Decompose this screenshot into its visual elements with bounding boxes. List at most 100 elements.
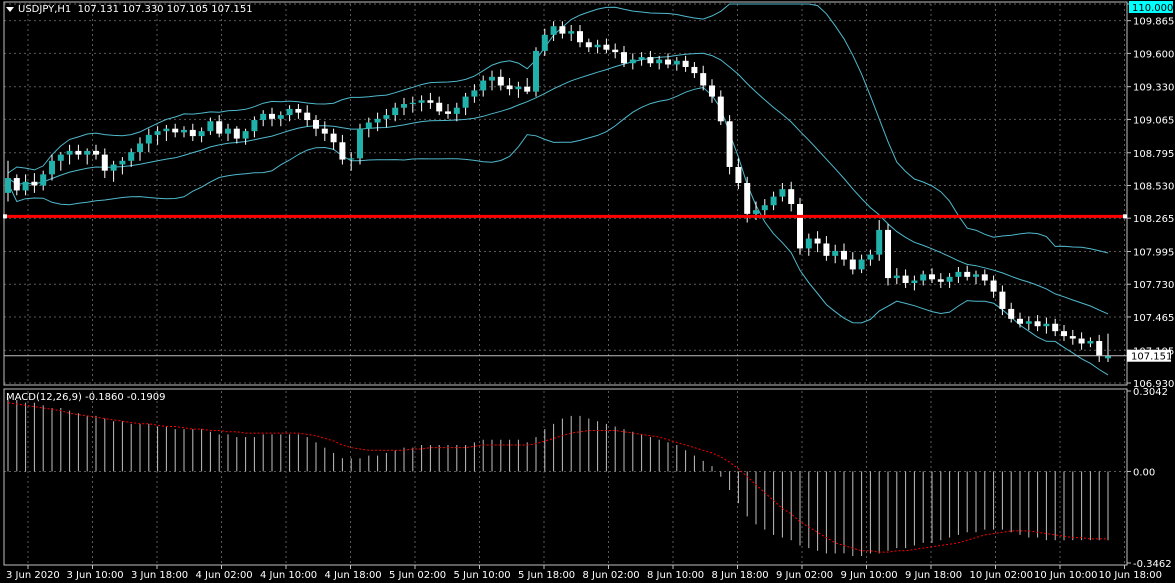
- candle-body: [392, 107, 399, 116]
- candle-body: [251, 120, 258, 132]
- candle-body: [1017, 318, 1023, 324]
- candle-body: [964, 271, 971, 277]
- candle: [1105, 333, 1111, 363]
- candle-body: [797, 203, 803, 249]
- candle: [383, 108, 390, 128]
- candle-body: [656, 59, 663, 64]
- dropdown-triangle-icon[interactable]: [6, 6, 14, 12]
- candle-body: [779, 189, 786, 197]
- candle-body: [401, 103, 407, 108]
- candle: [506, 78, 513, 96]
- candle: [955, 266, 962, 284]
- candle: [981, 269, 988, 286]
- candle: [797, 197, 803, 255]
- candle: [189, 123, 196, 142]
- candle-body: [559, 26, 566, 34]
- candle-body: [1078, 338, 1085, 344]
- candle: [1078, 332, 1085, 350]
- candle: [911, 275, 918, 291]
- candle-body: [682, 60, 689, 67]
- candle: [673, 57, 680, 71]
- candle: [154, 126, 161, 145]
- candle: [533, 47, 539, 97]
- macd-axis: 0.3042 0.00 -0.3462: [1127, 387, 1172, 570]
- candle-body: [550, 26, 557, 35]
- candle: [295, 103, 302, 119]
- price-label: 109.065: [1133, 115, 1174, 126]
- candle-body: [814, 238, 821, 244]
- symbol-header[interactable]: USDJPY,H1 107.131 107.330 107.105 107.15…: [6, 4, 253, 15]
- candle-body: [348, 158, 355, 160]
- candle: [550, 21, 557, 42]
- candle: [75, 144, 82, 160]
- candle-body: [154, 131, 161, 135]
- candle-body: [13, 178, 20, 191]
- candle: [876, 220, 883, 261]
- candle: [427, 92, 434, 109]
- candle-body: [629, 59, 636, 64]
- candle-body: [497, 76, 504, 86]
- candle: [700, 65, 707, 91]
- candle: [585, 38, 592, 53]
- band-upper: [7, 3, 1109, 254]
- candle-body: [700, 73, 707, 86]
- candle-body: [761, 205, 768, 211]
- candle: [902, 269, 909, 288]
- candle: [964, 265, 971, 281]
- price-label: 108.530: [1133, 181, 1174, 192]
- candle: [5, 160, 11, 202]
- candle-body: [541, 34, 548, 51]
- price-label: 110.000: [1132, 3, 1173, 14]
- candle-body: [946, 276, 953, 282]
- candle: [885, 223, 891, 286]
- time-label: 4 Jun 02:00: [196, 570, 253, 581]
- candle-body: [990, 280, 997, 292]
- candle-body: [726, 121, 733, 167]
- candle: [937, 273, 944, 288]
- candle-body: [937, 279, 944, 282]
- candle: [198, 127, 205, 143]
- candle-body: [66, 150, 73, 155]
- candle-body: [93, 150, 99, 155]
- candle: [709, 79, 715, 103]
- candle-body: [823, 243, 830, 256]
- candle-body: [902, 275, 909, 284]
- candle-body: [462, 96, 469, 108]
- candle: [207, 117, 214, 135]
- candle: [691, 62, 698, 79]
- candle-body: [788, 189, 795, 204]
- candles: [5, 21, 1111, 363]
- candle: [137, 137, 143, 161]
- candle-body: [638, 57, 645, 60]
- candle-body: [480, 80, 487, 91]
- candle-body: [691, 66, 698, 74]
- candle-body: [207, 121, 214, 132]
- macd-signal-line: [7, 402, 1108, 553]
- candle-body: [920, 274, 927, 281]
- candle-body: [621, 52, 627, 64]
- price-highlight-box: [1129, 1, 1173, 13]
- candle-body: [753, 210, 759, 214]
- candle-body: [515, 86, 522, 90]
- candle-body: [189, 129, 196, 137]
- candle-body: [506, 85, 513, 90]
- candle: [638, 52, 645, 66]
- candle: [480, 75, 487, 97]
- candle-body: [295, 108, 302, 113]
- candle-body: [198, 131, 205, 137]
- candle-body: [409, 102, 416, 104]
- candle: [524, 78, 531, 95]
- candle: [629, 53, 636, 70]
- candle: [409, 96, 416, 113]
- time-label: 3 Jun 18:00: [131, 570, 188, 581]
- candle-body: [453, 107, 460, 114]
- band-lower: [7, 86, 1109, 376]
- candle: [365, 117, 372, 138]
- candle-body: [911, 280, 918, 284]
- candle: [251, 116, 258, 138]
- macd-axis-label: -0.3462: [1133, 559, 1172, 570]
- bollinger-bands: [7, 3, 1109, 376]
- candle: [453, 102, 460, 122]
- symbol-label: USDJPY,H1: [18, 4, 72, 15]
